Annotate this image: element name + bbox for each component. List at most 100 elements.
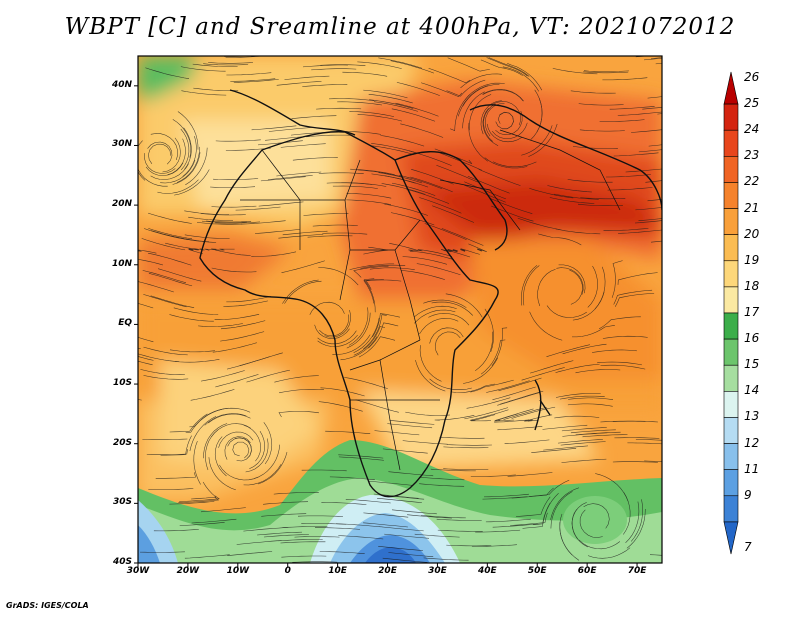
wbpt-field [138,56,662,563]
colorbar-level-label: 25 [744,96,760,111]
streamline [235,206,281,211]
streamline [434,331,461,356]
streamline [141,238,186,251]
streamline [200,507,246,513]
streamline [511,487,554,499]
streamline [292,561,338,563]
streamline [571,502,587,540]
streamline [606,174,651,178]
colorbar-swatch [723,521,739,555]
streamline [530,360,574,374]
streamline [142,270,187,284]
streamline [547,185,592,193]
lat-label: 30N [111,139,132,150]
streamline [174,359,220,363]
lon-label: 20E [378,566,397,576]
streamline [227,437,252,460]
streamline [437,529,483,532]
streamline [184,234,230,239]
streamline [416,263,461,276]
lon-label: 50E [527,566,547,576]
streamline [554,193,599,200]
streamline [647,96,662,99]
lon-label: 0 [284,566,291,576]
streamline [219,464,259,481]
streamline [363,89,408,99]
streamline [145,67,190,79]
streamline [492,161,537,168]
streamline [319,551,365,554]
streamline [251,251,297,257]
streamline [191,518,237,524]
streamline [384,533,430,539]
streamline [484,308,494,352]
colorbar-level-label: 21 [744,200,760,215]
streamline [203,63,249,66]
colorbar-swatch [723,156,739,183]
streamline [391,509,437,515]
streamline [572,291,605,321]
streamline [575,369,621,374]
streamline [430,468,476,472]
colorbar-level-label: 26 [744,70,760,84]
streamline [211,267,257,273]
streamline [158,268,202,282]
streamline [507,63,543,91]
streamline [388,552,434,557]
streamline [326,182,372,185]
streamline [634,220,662,224]
streamline [254,229,300,234]
streamline [423,557,469,561]
streamline [378,546,424,551]
streamline [177,111,199,150]
streamline [180,66,226,72]
streamline [436,518,482,521]
colorbar-level-label: 20 [744,226,760,241]
lat-label: 10N [111,258,132,269]
streamline [276,81,322,86]
streamline [172,119,192,158]
streamline [314,324,350,339]
streamline [138,360,153,366]
streamline [321,502,367,505]
streamline [210,423,251,438]
streamline [277,539,323,542]
streamline [344,377,388,389]
streamline [378,526,424,532]
streamline [572,325,615,338]
streamline [267,175,313,180]
streamline [650,240,662,243]
streamline [143,294,187,308]
streamline [486,123,523,143]
streamline [483,103,496,142]
streamline [497,426,543,431]
streamline [572,146,618,149]
streamline [138,399,142,401]
streamline [483,493,529,498]
streamline [278,411,319,418]
streamline [549,197,595,204]
streamline [204,248,235,251]
streamline [612,420,658,423]
streamline [484,157,528,169]
streamline [198,323,243,327]
streamline [224,436,251,460]
streamline [598,316,641,330]
colorbar-swatch [723,286,739,314]
streamline [538,233,582,246]
streamline [469,409,509,421]
streamline [203,423,228,459]
streamline [387,423,433,429]
lon-label: 10E [328,566,347,576]
streamline [191,481,217,500]
streamline [630,499,643,542]
streamline [200,370,245,382]
streamline [429,327,464,344]
streamline [363,278,376,313]
streamline [215,221,261,224]
streamline [144,153,176,174]
streamline [317,334,358,347]
streamline [577,203,623,206]
streamline [521,125,553,156]
streamline [281,555,327,558]
